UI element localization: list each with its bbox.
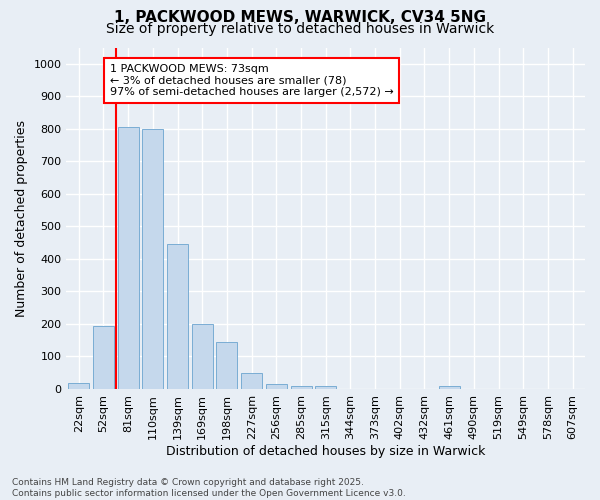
Text: 1 PACKWOOD MEWS: 73sqm
← 3% of detached houses are smaller (78)
97% of semi-deta: 1 PACKWOOD MEWS: 73sqm ← 3% of detached … (110, 64, 394, 97)
X-axis label: Distribution of detached houses by size in Warwick: Distribution of detached houses by size … (166, 444, 485, 458)
Bar (142, 129, 163, 389)
Bar (290, 386, 311, 389)
Bar (266, 384, 287, 389)
Bar (439, 386, 460, 389)
Bar (192, 324, 213, 389)
Bar (68, 383, 89, 389)
Bar (315, 386, 336, 389)
Bar (118, 127, 139, 389)
Bar (93, 326, 114, 389)
Bar (241, 374, 262, 389)
Text: Size of property relative to detached houses in Warwick: Size of property relative to detached ho… (106, 22, 494, 36)
Bar (167, 244, 188, 389)
Y-axis label: Number of detached properties: Number of detached properties (15, 120, 28, 316)
Bar (217, 342, 238, 389)
Text: Contains HM Land Registry data © Crown copyright and database right 2025.
Contai: Contains HM Land Registry data © Crown c… (12, 478, 406, 498)
Text: 1, PACKWOOD MEWS, WARWICK, CV34 5NG: 1, PACKWOOD MEWS, WARWICK, CV34 5NG (114, 10, 486, 25)
